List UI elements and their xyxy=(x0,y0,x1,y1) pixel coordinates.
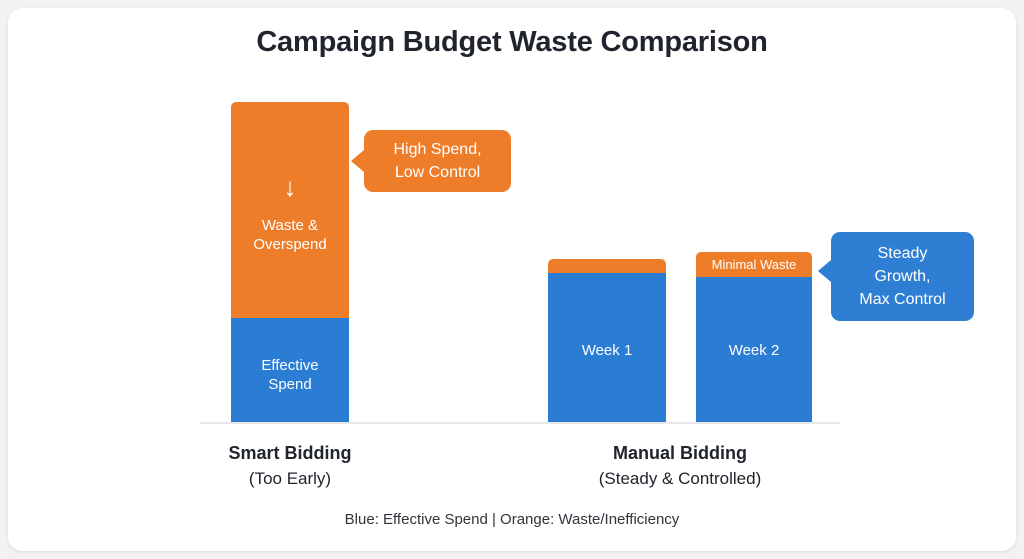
bar-segment-waste-smart xyxy=(231,102,349,318)
group-label-smart-bidding-subtitle: (Too Early) xyxy=(248,469,332,488)
bar-segment-effective-smart xyxy=(231,318,349,422)
group-label-manual-bidding: Manual Bidding (Steady & Controlled) xyxy=(570,441,790,491)
legend-note: Blue: Effective Spend | Orange: Waste/In… xyxy=(344,511,680,528)
callout-steady-growth-line3: Max Control xyxy=(859,291,946,308)
bar-week-2[interactable] xyxy=(696,252,812,422)
callout-steady-growth-text: Steady Growth, Max Control xyxy=(859,242,945,311)
page-title: Campaign Budget Waste Comparison xyxy=(256,26,768,58)
callout-high-spend-text: High Spend, Low Control xyxy=(393,138,481,184)
group-label-manual-bidding-subtitle: (Steady & Controlled) xyxy=(598,469,762,488)
group-label-manual-bidding-name: Manual Bidding xyxy=(613,443,747,463)
bar-label-effective-smart-line2: Spend xyxy=(268,376,312,393)
callout-steady-growth[interactable]: Steady Growth, Max Control xyxy=(818,232,974,321)
group-label-smart-bidding-name: Smart Bidding xyxy=(228,443,352,463)
callout-high-spend-line1: High Spend, xyxy=(393,141,482,158)
callout-tail-blue-icon xyxy=(818,260,831,282)
bar-segment-effective-week2 xyxy=(696,277,812,422)
chart-card: Campaign Budget Waste Comparison ↓ Waste… xyxy=(8,8,1016,551)
bar-segment-waste-week1 xyxy=(548,259,666,273)
bar-label-waste-smart-line2: Overspend xyxy=(253,236,327,253)
bar-label-effective-smart-line1: Effective xyxy=(261,357,319,374)
bar-label-week1: Week 1 xyxy=(581,342,633,359)
callout-steady-growth-line2: Growth, xyxy=(874,268,931,285)
chart-plot-area: ↓ Waste & Overspend Effective Spend High… xyxy=(8,8,1016,551)
bar-label-waste-smart-line1: Waste & xyxy=(261,217,319,234)
callout-tail-orange-icon xyxy=(351,150,364,172)
callout-high-spend[interactable]: High Spend, Low Control xyxy=(351,130,511,192)
bar-smart-bidding[interactable] xyxy=(231,102,349,422)
bar-segment-effective-week1 xyxy=(548,273,666,422)
x-axis-baseline xyxy=(200,422,840,424)
bar-label-week2: Week 2 xyxy=(728,342,780,359)
down-arrow-icon: ↓ xyxy=(283,172,297,202)
callout-high-spend-line2: Low Control xyxy=(394,164,481,181)
bar-label-waste-week2: Minimal Waste xyxy=(711,257,797,272)
callout-steady-growth-line1: Steady xyxy=(877,245,928,262)
bar-week-1[interactable] xyxy=(548,259,666,422)
group-label-smart-bidding: Smart Bidding (Too Early) xyxy=(180,441,400,491)
bar-segment-waste-week2 xyxy=(696,252,812,277)
